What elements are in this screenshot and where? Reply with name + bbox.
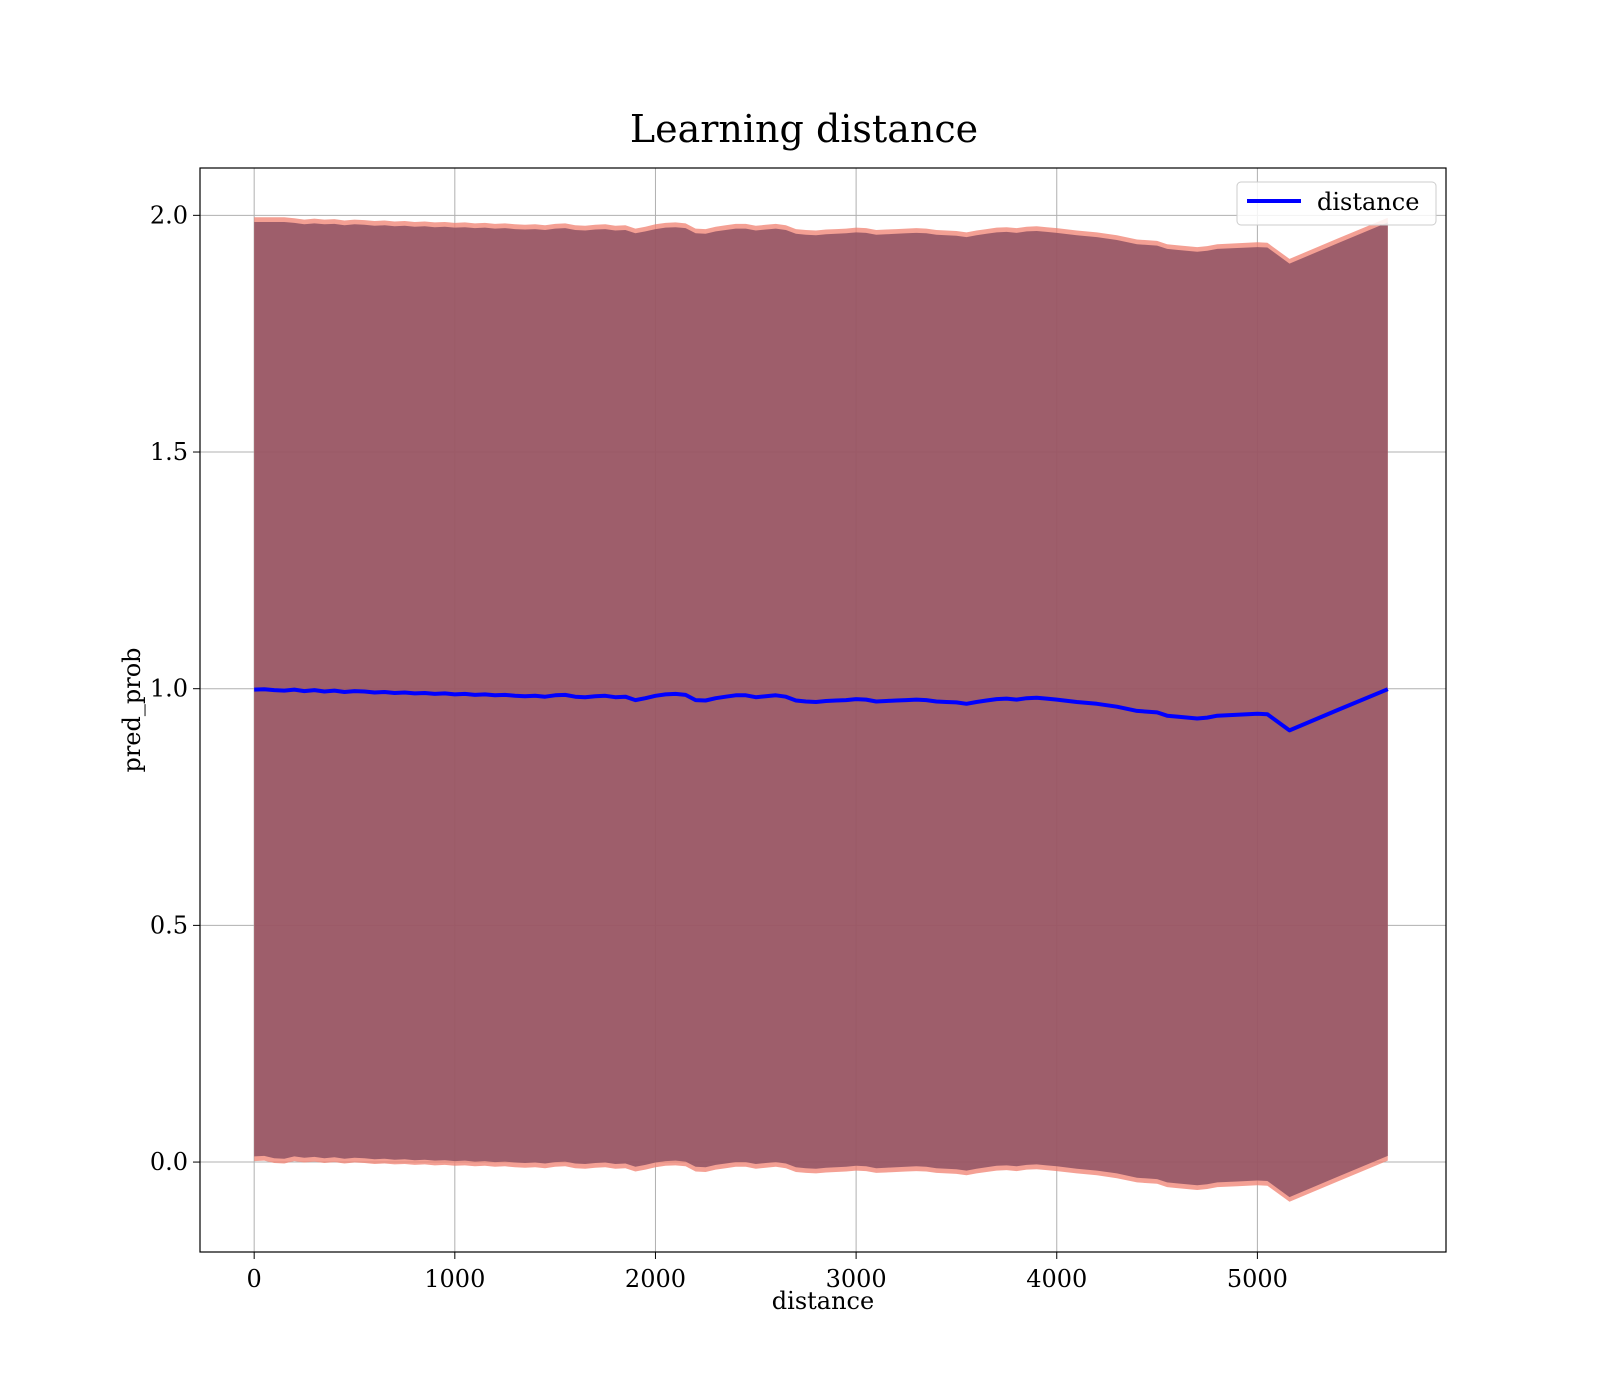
band-inner bbox=[254, 222, 1388, 1198]
x-tick-label: 4000 bbox=[1026, 1265, 1087, 1293]
series-distance bbox=[254, 687, 1389, 733]
x-axis-label: distance bbox=[772, 1287, 874, 1315]
x-tick-label: 0 bbox=[247, 1265, 262, 1293]
series-line-distance bbox=[254, 687, 1389, 733]
y-axis: 0.0 0.5 1.0 1.5 2.0 bbox=[150, 201, 200, 1176]
legend-box bbox=[1236, 181, 1437, 226]
x-tick-label: 1000 bbox=[424, 1265, 485, 1293]
x-tick-label: 2000 bbox=[625, 1265, 686, 1293]
y-tick-label: 0.0 bbox=[150, 1148, 188, 1176]
y-tick-label: 1.5 bbox=[150, 438, 188, 466]
x-tick-label: 5000 bbox=[1227, 1265, 1288, 1293]
y-tick-label: 1.0 bbox=[150, 675, 188, 703]
x-tick-label: 3000 bbox=[826, 1265, 887, 1293]
legend-label-distance: distance bbox=[1317, 188, 1419, 216]
plot-frame bbox=[199, 167, 1447, 1253]
y-axis-label: pred_prob bbox=[118, 647, 146, 772]
chart-title: Learning distance bbox=[630, 107, 978, 151]
confidence-band bbox=[254, 217, 1388, 1202]
y-tick-label: 2.0 bbox=[150, 201, 188, 229]
y-tick-label: 0.5 bbox=[150, 911, 188, 939]
x-axis: 0 1000 2000 3000 4000 5000 bbox=[247, 1252, 1288, 1293]
legend: distance bbox=[1236, 181, 1437, 226]
